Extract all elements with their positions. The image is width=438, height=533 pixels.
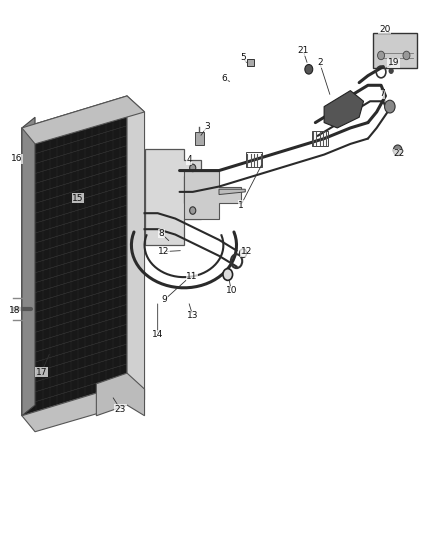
Text: 2: 2 bbox=[317, 59, 322, 67]
Text: 18: 18 bbox=[9, 306, 21, 314]
Polygon shape bbox=[96, 373, 145, 416]
Text: 10: 10 bbox=[226, 286, 237, 295]
Bar bbox=[246, 152, 262, 167]
Bar bbox=[312, 131, 328, 146]
Text: 3: 3 bbox=[204, 123, 210, 131]
Circle shape bbox=[378, 51, 385, 60]
Circle shape bbox=[240, 249, 247, 257]
Text: 16: 16 bbox=[11, 155, 22, 163]
Text: 20: 20 bbox=[379, 25, 390, 34]
Circle shape bbox=[305, 64, 313, 74]
Text: 5: 5 bbox=[240, 53, 246, 62]
Text: 17: 17 bbox=[36, 368, 47, 376]
Circle shape bbox=[190, 164, 196, 172]
Text: 15: 15 bbox=[72, 194, 84, 203]
Text: 12: 12 bbox=[158, 247, 170, 256]
Text: 4: 4 bbox=[187, 156, 192, 164]
Polygon shape bbox=[22, 96, 127, 416]
Circle shape bbox=[385, 100, 395, 113]
Bar bbox=[195, 132, 204, 145]
Circle shape bbox=[403, 51, 410, 60]
Circle shape bbox=[393, 145, 402, 156]
Text: 22: 22 bbox=[394, 149, 405, 158]
FancyBboxPatch shape bbox=[373, 33, 417, 68]
Text: 13: 13 bbox=[187, 311, 198, 320]
Polygon shape bbox=[22, 96, 145, 144]
Text: 23: 23 bbox=[115, 405, 126, 414]
Polygon shape bbox=[127, 96, 145, 400]
Text: 12: 12 bbox=[240, 247, 252, 256]
Text: 1: 1 bbox=[238, 201, 244, 209]
Text: 14: 14 bbox=[152, 330, 163, 339]
Polygon shape bbox=[145, 149, 201, 245]
Circle shape bbox=[190, 207, 196, 214]
Polygon shape bbox=[219, 189, 245, 195]
Text: 21: 21 bbox=[297, 46, 309, 55]
Text: 9: 9 bbox=[162, 295, 168, 304]
Text: 6: 6 bbox=[221, 75, 227, 83]
Polygon shape bbox=[22, 117, 35, 416]
Text: 11: 11 bbox=[186, 272, 198, 280]
Polygon shape bbox=[324, 91, 364, 128]
Text: 7: 7 bbox=[379, 90, 385, 98]
Polygon shape bbox=[184, 171, 241, 219]
Text: 19: 19 bbox=[388, 59, 399, 67]
Text: 8: 8 bbox=[158, 229, 164, 238]
Circle shape bbox=[389, 68, 393, 74]
Circle shape bbox=[223, 269, 233, 280]
Bar bbox=[247, 59, 254, 66]
Polygon shape bbox=[22, 384, 145, 432]
